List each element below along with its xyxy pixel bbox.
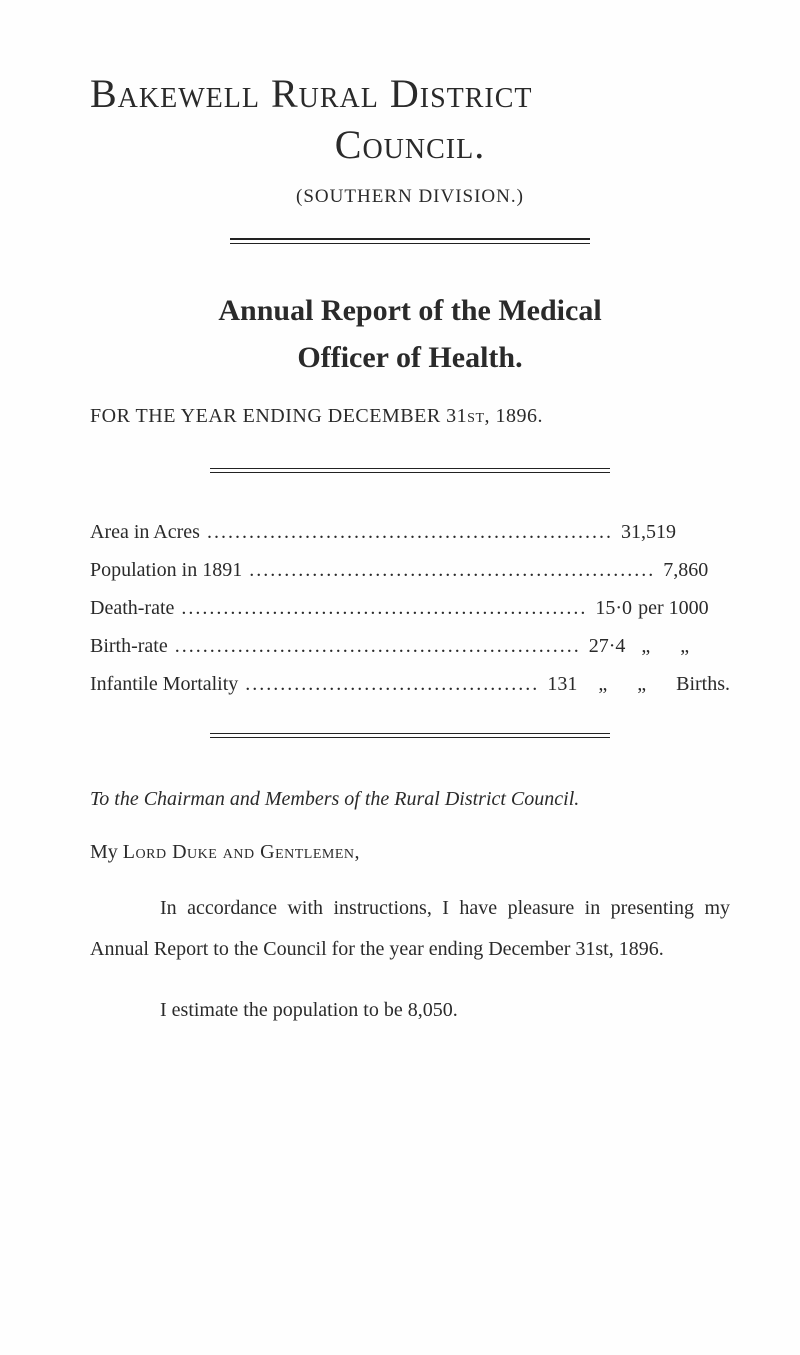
stats-row: Population in 1891 7,860: [90, 551, 730, 589]
stat-label: Death-rate: [90, 589, 587, 627]
title-line-1: Bakewell Rural District: [90, 70, 730, 117]
stat-value: 131: [539, 665, 577, 703]
stats-row: Infantile Mortality 131 „ „ Births.: [90, 665, 730, 703]
page: Bakewell Rural District Council. (SOUTHE…: [0, 0, 800, 1355]
subdivision: (SOUTHERN DIVISION.): [90, 186, 730, 208]
stats-row: Area in Acres 31,519: [90, 513, 730, 551]
stat-label: Population in 1891: [90, 551, 655, 589]
stat-suffix: „ „: [625, 627, 689, 665]
year-line: FOR THE YEAR ENDING DECEMBER 31st, 1896.: [90, 405, 730, 428]
report-heading-line-2: Officer of Health.: [297, 341, 522, 374]
stat-suffix: per 1000: [632, 589, 709, 627]
year-line-text: FOR THE YEAR ENDING DECEMBER 31st, 1896.: [90, 405, 543, 427]
salutation: My Lord Duke and Gentlemen,: [90, 841, 730, 864]
stat-value: 7,860: [655, 551, 708, 589]
divider-rule-2: [210, 468, 610, 473]
stats-row: Birth-rate 27·4 „ „: [90, 627, 730, 665]
stat-suffix: [708, 551, 714, 589]
stat-suffix: „ „ Births.: [577, 665, 730, 703]
salutation-smallcaps: Lord Duke and Gentlemen,: [123, 841, 360, 863]
stats-row: Death-rate 15·0 per 1000: [90, 589, 730, 627]
stat-label: Area in Acres: [90, 513, 613, 551]
stat-suffix: [676, 513, 682, 551]
stat-value: 31,519: [613, 513, 676, 551]
divider-rule-3: [210, 733, 610, 738]
body-paragraph-2: I estimate the population to be 8,050.: [90, 990, 730, 1031]
stat-label: Infantile Mortality: [90, 665, 539, 703]
stat-value: 27·4: [581, 627, 626, 665]
stat-value: 15·0: [587, 589, 632, 627]
salutation-prefix: My: [90, 841, 123, 863]
stats-block: Area in Acres 31,519 Population in 1891 …: [90, 513, 730, 703]
report-heading: Annual Report of the Medical Officer of …: [90, 288, 730, 381]
divider-rule-1: [230, 238, 590, 244]
addressee-line: To the Chairman and Members of the Rural…: [90, 788, 730, 811]
title-line-2: Council.: [90, 121, 730, 168]
report-heading-line-1: Annual Report of the Medical: [218, 294, 601, 327]
body-paragraph-1: In accordance with instructions, I have …: [90, 888, 730, 970]
stat-label: Birth-rate: [90, 627, 581, 665]
